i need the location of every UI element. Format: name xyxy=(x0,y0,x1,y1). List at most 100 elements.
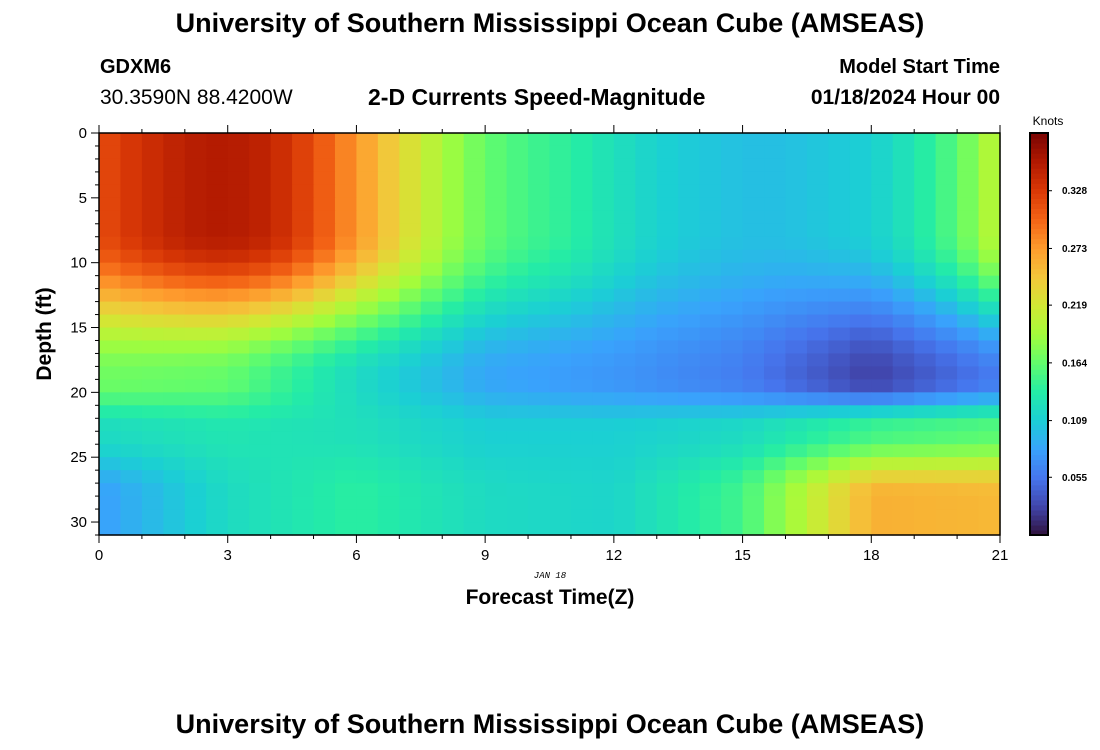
colorbar-segment xyxy=(1030,328,1048,335)
heatmap-cell xyxy=(313,340,336,355)
heatmap-cell xyxy=(270,158,293,173)
heatmap-cell xyxy=(613,379,636,393)
heatmap-cell xyxy=(141,301,164,316)
heatmap-cell xyxy=(99,392,122,406)
heatmap-cell xyxy=(806,366,829,380)
heatmap-cell xyxy=(99,457,122,471)
heatmap-cell xyxy=(656,314,679,329)
heatmap-cell xyxy=(485,249,508,264)
colorbar-segment xyxy=(1030,288,1048,295)
heatmap-cell xyxy=(99,171,122,186)
heatmap-cell xyxy=(957,444,980,458)
heatmap-cell xyxy=(399,470,422,484)
heatmap-cell xyxy=(914,249,937,264)
heatmap-cell xyxy=(592,197,615,212)
heatmap-cell xyxy=(206,496,229,510)
heatmap-cell xyxy=(399,457,422,471)
station-id: GDXM6 xyxy=(100,56,172,78)
heatmap-cell xyxy=(742,327,765,342)
heatmap-cell xyxy=(871,288,894,303)
heatmap-cell xyxy=(957,301,980,316)
heatmap-cell xyxy=(120,483,143,497)
heatmap-cell xyxy=(506,184,529,199)
heatmap-cell xyxy=(957,145,980,160)
heatmap-cell xyxy=(592,522,615,536)
heatmap-cell xyxy=(742,301,765,316)
heatmap-cell xyxy=(914,301,937,316)
heatmap-cell xyxy=(656,431,679,445)
x-tick-label: 21 xyxy=(992,547,1009,564)
heatmap-cell xyxy=(420,158,443,173)
heatmap-cell xyxy=(399,340,422,355)
heatmap-cell xyxy=(141,353,164,368)
heatmap-cell xyxy=(528,483,551,497)
heatmap-cell xyxy=(442,431,465,445)
heatmap-cell xyxy=(785,327,808,342)
heatmap-cell xyxy=(957,379,980,393)
heatmap-cell xyxy=(377,353,400,368)
heatmap-cell xyxy=(764,301,787,316)
heatmap-cell xyxy=(141,223,164,238)
heatmap-cell xyxy=(849,366,872,380)
heatmap-cell xyxy=(206,470,229,484)
heatmap-cell xyxy=(549,496,572,510)
heatmap-cell xyxy=(957,171,980,186)
heatmap-cell xyxy=(914,314,937,329)
heatmap-cell xyxy=(463,197,486,212)
heatmap-cell xyxy=(678,133,701,147)
heatmap-cell xyxy=(957,184,980,199)
heatmap-cell xyxy=(699,340,722,355)
heatmap-cell xyxy=(678,509,701,523)
heatmap-cell xyxy=(442,171,465,186)
heatmap-cell xyxy=(785,301,808,316)
heatmap-cell xyxy=(163,496,186,510)
colorbar-tick-label: 0.273 xyxy=(1062,244,1087,255)
heatmap-cell xyxy=(678,158,701,173)
heatmap-cell xyxy=(227,496,250,510)
y-tick-label: 5 xyxy=(79,190,87,207)
heatmap-cell xyxy=(141,392,164,406)
heatmap-cell xyxy=(806,509,829,523)
heatmap-cell xyxy=(656,210,679,225)
heatmap-cell xyxy=(678,314,701,329)
heatmap-cell xyxy=(334,197,358,212)
heatmap-cell xyxy=(785,262,808,277)
heatmap-cell xyxy=(978,470,1001,484)
heatmap-cell xyxy=(635,327,658,342)
heatmap-cell xyxy=(99,405,122,419)
heatmap-cell xyxy=(141,418,164,432)
heatmap-cell xyxy=(485,301,508,316)
heatmap-cell xyxy=(227,431,250,445)
heatmap-cell xyxy=(635,210,658,225)
heatmap-cell xyxy=(871,327,894,342)
heatmap-cell xyxy=(828,314,851,329)
heatmap-cell xyxy=(463,223,486,238)
x-tick-label: 0 xyxy=(95,547,103,564)
heatmap-cell xyxy=(528,392,551,406)
heatmap-cell xyxy=(377,145,400,160)
heatmap-cell xyxy=(249,301,272,316)
heatmap-cell xyxy=(849,444,872,458)
heatmap-cell xyxy=(184,171,207,186)
heatmap-cell xyxy=(892,470,915,484)
heatmap-cell xyxy=(828,444,851,458)
heatmap-cell xyxy=(334,431,358,445)
colorbar-segment xyxy=(1030,529,1048,536)
heatmap-cell xyxy=(99,327,122,342)
heatmap-cell xyxy=(120,366,143,380)
heatmap-cell xyxy=(442,275,465,290)
heatmap-cell xyxy=(463,249,486,264)
colorbar-segment xyxy=(1030,228,1048,235)
heatmap-cell xyxy=(184,392,207,406)
heatmap-cell xyxy=(485,184,508,199)
heatmap-cell xyxy=(678,301,701,316)
heatmap-cell xyxy=(570,288,593,303)
heatmap-cell xyxy=(506,301,529,316)
heatmap-cell xyxy=(613,262,636,277)
heatmap-cell xyxy=(699,353,722,368)
heatmap-cell xyxy=(99,145,122,160)
heatmap-cell xyxy=(420,223,443,238)
heatmap-cell xyxy=(914,353,937,368)
heatmap-cell xyxy=(249,379,272,393)
heatmap-cell xyxy=(914,405,937,419)
